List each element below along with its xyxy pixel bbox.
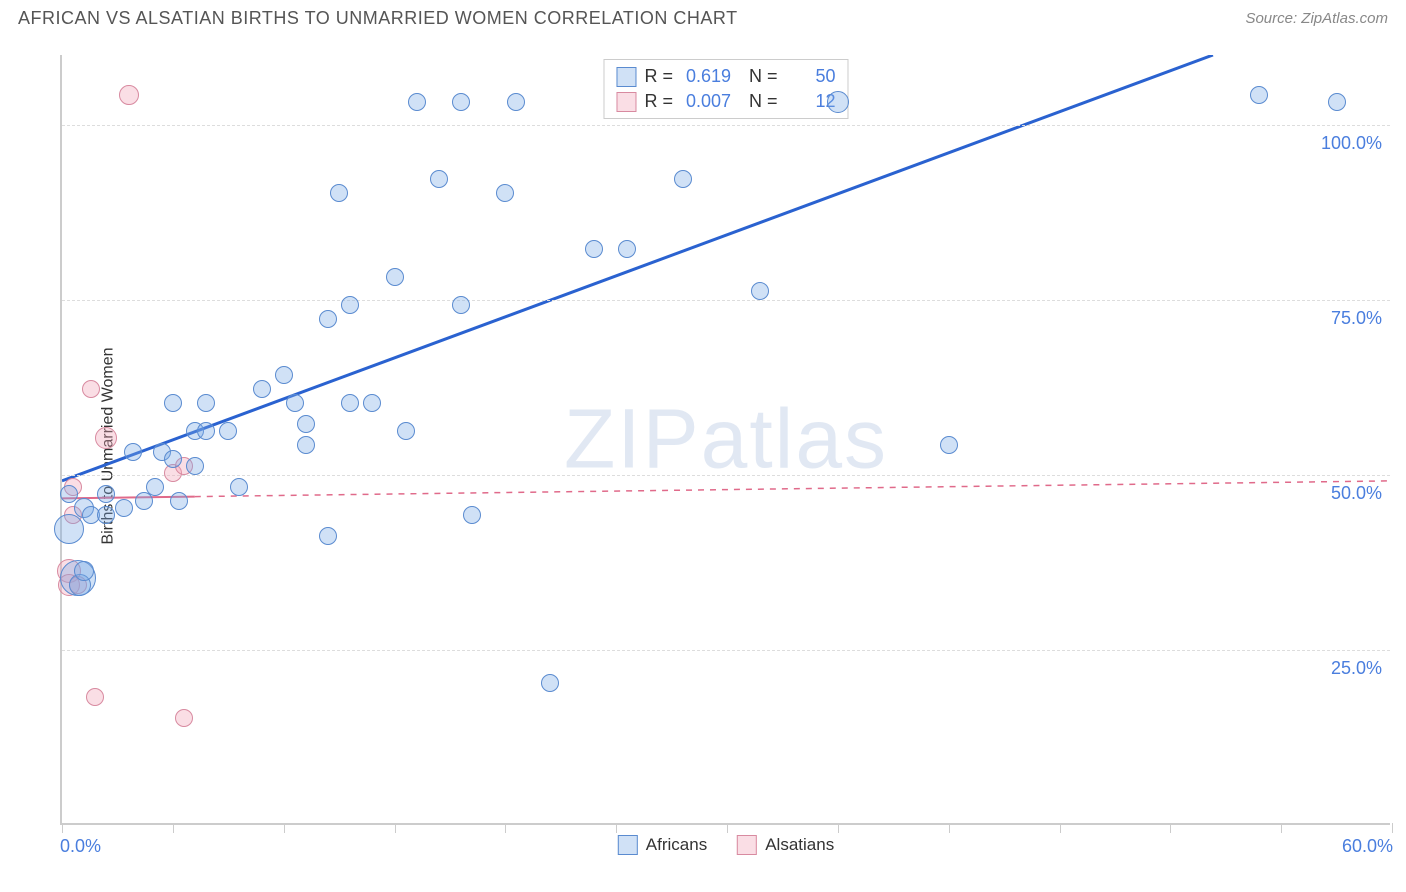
xtick — [727, 823, 728, 833]
xtick — [838, 823, 839, 833]
ytick-label: 50.0% — [1331, 483, 1382, 504]
data-point — [119, 85, 139, 105]
data-point — [170, 492, 188, 510]
watermark: ZIPatlas — [564, 391, 888, 488]
data-point — [95, 427, 117, 449]
data-point — [319, 527, 337, 545]
xtick — [395, 823, 396, 833]
data-point — [115, 499, 133, 517]
data-point — [386, 268, 404, 286]
data-point — [341, 296, 359, 314]
data-point — [97, 506, 115, 524]
data-point — [124, 443, 142, 461]
data-point — [541, 674, 559, 692]
ytick-label: 25.0% — [1331, 658, 1382, 679]
gridline — [62, 650, 1390, 651]
swatch-africans — [616, 67, 636, 87]
xtick-label: 60.0% — [1342, 836, 1393, 857]
xtick — [505, 823, 506, 833]
xtick — [62, 823, 63, 833]
gridline — [62, 475, 1390, 476]
data-point — [54, 514, 84, 544]
data-point — [86, 688, 104, 706]
stats-row-alsatians: R = 0.007 N = 12 — [616, 89, 835, 114]
gridline — [62, 125, 1390, 126]
data-point — [363, 394, 381, 412]
data-point — [197, 394, 215, 412]
data-point — [341, 394, 359, 412]
data-point — [82, 380, 100, 398]
xtick — [284, 823, 285, 833]
ytick-label: 100.0% — [1321, 133, 1382, 154]
xtick — [1392, 823, 1393, 833]
data-point — [97, 485, 115, 503]
xtick — [173, 823, 174, 833]
xtick — [1281, 823, 1282, 833]
data-point — [452, 296, 470, 314]
data-point — [297, 415, 315, 433]
data-point — [164, 394, 182, 412]
xtick — [1060, 823, 1061, 833]
data-point — [496, 184, 514, 202]
data-point — [507, 93, 525, 111]
data-point — [430, 170, 448, 188]
stats-legend: R = 0.619 N = 50 R = 0.007 N = 12 — [603, 59, 848, 119]
legend-item-africans: Africans — [618, 835, 707, 855]
source-label: Source: ZipAtlas.com — [1245, 10, 1388, 27]
data-point — [585, 240, 603, 258]
data-point — [1250, 86, 1268, 104]
data-point — [618, 240, 636, 258]
data-point — [319, 310, 337, 328]
data-point — [330, 184, 348, 202]
legend-item-alsatians: Alsatians — [737, 835, 834, 855]
xtick — [616, 823, 617, 833]
xtick — [949, 823, 950, 833]
data-point — [197, 422, 215, 440]
ytick-label: 75.0% — [1331, 308, 1382, 329]
xtick-label: 0.0% — [60, 836, 101, 857]
trend-lines — [62, 55, 1390, 823]
data-point — [60, 485, 78, 503]
data-point — [286, 394, 304, 412]
data-point — [74, 561, 94, 581]
data-point — [397, 422, 415, 440]
data-point — [164, 450, 182, 468]
stats-row-africans: R = 0.619 N = 50 — [616, 64, 835, 89]
data-point — [175, 709, 193, 727]
data-point — [674, 170, 692, 188]
data-point — [452, 93, 470, 111]
data-point — [253, 380, 271, 398]
data-point — [408, 93, 426, 111]
xtick — [1170, 823, 1171, 833]
swatch-alsatians — [616, 92, 636, 112]
data-point — [230, 478, 248, 496]
data-point — [186, 457, 204, 475]
data-point — [219, 422, 237, 440]
data-point — [463, 506, 481, 524]
data-point — [940, 436, 958, 454]
data-point — [146, 478, 164, 496]
data-point — [751, 282, 769, 300]
chart-title: AFRICAN VS ALSATIAN BIRTHS TO UNMARRIED … — [18, 8, 738, 29]
swatch-alsatians-bottom — [737, 835, 757, 855]
data-point — [297, 436, 315, 454]
data-point — [827, 91, 849, 113]
data-point — [275, 366, 293, 384]
bottom-legend: Africans Alsatians — [618, 835, 834, 855]
swatch-africans-bottom — [618, 835, 638, 855]
gridline — [62, 300, 1390, 301]
data-point — [1328, 93, 1346, 111]
plot-area: ZIPatlas R = 0.619 N = 50 R = 0.007 N = … — [60, 55, 1390, 825]
